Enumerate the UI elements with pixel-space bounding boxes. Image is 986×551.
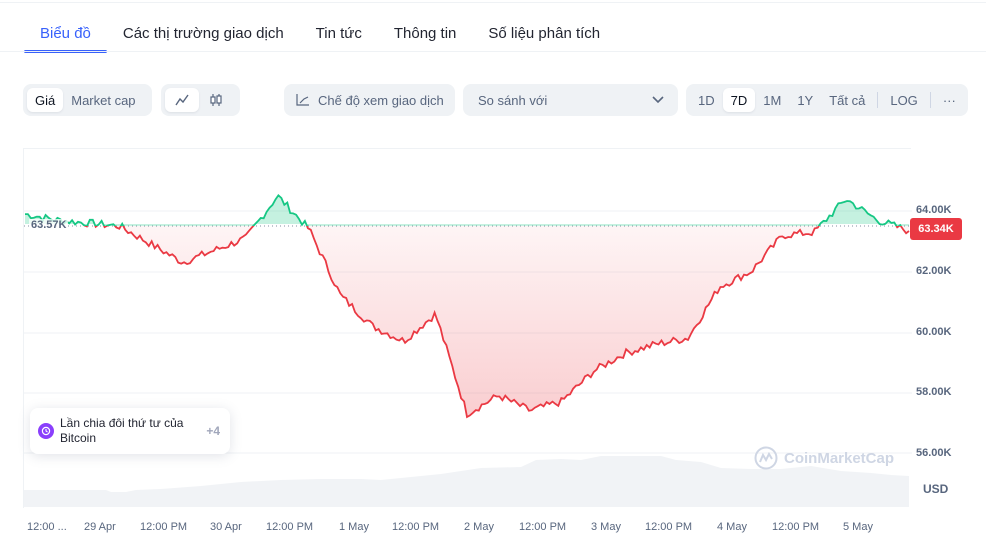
range-1d-button[interactable]: 1D bbox=[698, 92, 715, 108]
x-tick: 29 Apr bbox=[84, 521, 116, 533]
compare-label: So sánh với bbox=[478, 92, 548, 108]
separator bbox=[929, 92, 931, 108]
range-1m-button[interactable]: 1M bbox=[763, 92, 782, 108]
chart-type-toggle bbox=[161, 84, 240, 116]
line-chart-button[interactable] bbox=[165, 88, 199, 112]
separator bbox=[877, 92, 879, 108]
watermark-text: CoinMarketCap bbox=[784, 449, 895, 467]
volume-area bbox=[24, 456, 909, 507]
watermark: CoinMarketCap bbox=[754, 446, 894, 470]
range-all-button[interactable]: Tất cả bbox=[829, 92, 866, 108]
x-tick: 30 Apr bbox=[210, 521, 242, 533]
trading-view-label: Chế độ xem giao dịch bbox=[318, 92, 444, 108]
x-tick: 12:00 PM bbox=[645, 521, 693, 533]
x-tick: 12:00 PM bbox=[266, 521, 314, 533]
trading-view-button[interactable]: Chế độ xem giao dịch bbox=[284, 84, 455, 116]
log-scale-button[interactable]: LOG bbox=[890, 92, 918, 108]
x-tick: 12:00 PM bbox=[772, 521, 820, 533]
tabs-divider bbox=[0, 51, 986, 52]
market-cap-button[interactable]: Market cap bbox=[71, 92, 136, 108]
x-tick: 1 May bbox=[339, 521, 369, 533]
event-more-count[interactable]: +4 bbox=[206, 424, 220, 438]
tab-markets[interactable]: Các thị trường giao dịch bbox=[122, 25, 284, 42]
range-1y-button[interactable]: 1Y bbox=[797, 92, 814, 108]
x-tick: 4 May bbox=[717, 521, 747, 533]
metric-toggle: Giá Market cap bbox=[23, 84, 152, 116]
tab-chart[interactable]: Biểu đồ bbox=[24, 16, 107, 53]
x-tick: 2 May bbox=[464, 521, 494, 533]
y-tick-60k: 60.00K bbox=[916, 326, 952, 338]
x-tick: 5 May bbox=[843, 521, 873, 533]
x-tick: 12:00 PM bbox=[392, 521, 440, 533]
start-price-label: 63.57K bbox=[29, 219, 69, 231]
y-tick-64k: 64.00K bbox=[916, 204, 952, 216]
x-tick: 3 May bbox=[591, 521, 621, 533]
price-chart[interactable] bbox=[23, 148, 912, 508]
compare-select[interactable]: So sánh với bbox=[463, 84, 678, 116]
x-tick: 12:00 PM bbox=[519, 521, 567, 533]
line-chart-icon bbox=[175, 94, 189, 106]
event-label: Lần chia đôi thứ tư của Bitcoin bbox=[60, 416, 184, 445]
trading-view-icon bbox=[296, 94, 309, 106]
time-range-toggle: 1D 7D 1M 1Y Tất cả LOG ··· bbox=[686, 84, 968, 116]
y-tick-58k: 58.00K bbox=[916, 386, 952, 398]
section-tabs: Biểu đồ Các thị trường giao dịch Tin tức… bbox=[24, 16, 616, 53]
currency-label: USD bbox=[923, 482, 949, 496]
tab-analytics[interactable]: Số liệu phân tích bbox=[488, 25, 601, 42]
candlestick-button[interactable] bbox=[199, 88, 233, 112]
tab-news[interactable]: Tin tức bbox=[315, 25, 362, 42]
history-icon bbox=[38, 423, 54, 439]
price-button[interactable]: Giá bbox=[27, 88, 64, 112]
current-price-tag: 63.34K bbox=[910, 218, 962, 240]
x-tick: 12:00 ... bbox=[27, 521, 67, 533]
top-border bbox=[0, 2, 986, 3]
x-tick: 12:00 PM bbox=[140, 521, 188, 533]
range-7d-button[interactable]: 7D bbox=[722, 88, 756, 112]
price-chart-canvas bbox=[24, 193, 912, 507]
candlestick-icon bbox=[210, 94, 222, 106]
tab-info[interactable]: Thông tin bbox=[393, 25, 457, 42]
y-tick-56k: 56.00K bbox=[916, 447, 952, 459]
halving-event-marker[interactable]: Lần chia đôi thứ tư của Bitcoin +4 bbox=[30, 408, 230, 454]
coinmarketcap-logo-icon bbox=[754, 446, 778, 470]
chart-toolbar: Giá Market cap Chế độ xem giao dịch So s… bbox=[0, 84, 986, 116]
more-options-button[interactable]: ··· bbox=[942, 92, 956, 108]
chevron-down-icon bbox=[652, 96, 664, 104]
y-tick-62k: 62.00K bbox=[916, 265, 952, 277]
